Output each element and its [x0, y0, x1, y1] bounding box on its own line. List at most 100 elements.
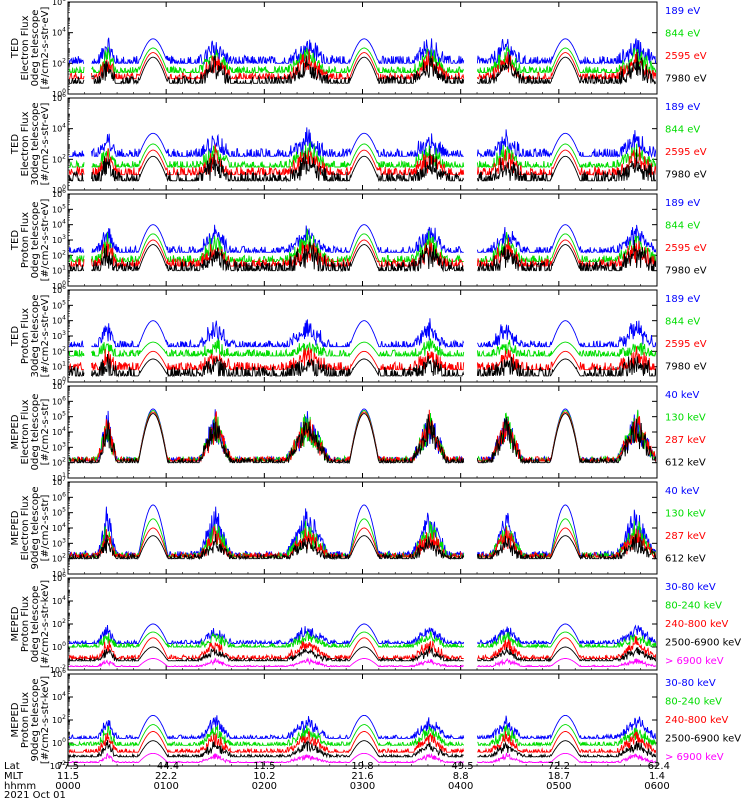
plot-area — [69, 127, 656, 183]
plot-area — [69, 408, 656, 465]
legend-entry: 844 eV — [665, 317, 700, 328]
footer-tick-value: 0400 — [448, 781, 473, 792]
legend-entry: 189 eV — [665, 6, 700, 17]
footer-tick-value: -49.5 — [448, 761, 474, 772]
footer-tick-value: 0500 — [546, 781, 571, 792]
series-line — [69, 237, 656, 268]
footer-row-label: Lat — [4, 761, 20, 772]
y-tick-label: 106 — [52, 491, 66, 502]
y-tick-label: 106 — [52, 284, 66, 295]
legend-entry: 80-240 keV — [665, 601, 722, 612]
y-tick-label: 10-2 — [50, 664, 66, 675]
y-tick-label: 103 — [52, 330, 66, 341]
y-axis-label-line: [#/cm2-s-str-eV] — [40, 103, 51, 186]
footer-tick-value: 0200 — [252, 781, 277, 792]
footer-tick-value: -44.4 — [153, 761, 179, 772]
legend-entry: 612 keV — [665, 458, 706, 469]
y-tick-label: 102 — [52, 153, 66, 164]
y-tick-label: 102 — [52, 618, 66, 629]
series-line — [69, 409, 656, 463]
y-tick-label: 104 — [52, 219, 66, 230]
y-tick-label: 100 — [52, 641, 66, 652]
legend-entry: 2595 eV — [665, 147, 707, 158]
footer-tick-value: 1.4 — [649, 771, 665, 782]
legend-entry: 80-240 keV — [665, 697, 722, 708]
y-tick-label: 100 — [52, 376, 66, 387]
y-axis-label-line: Proton Flux — [20, 308, 31, 364]
plot-area — [69, 224, 656, 273]
y-tick-label: 102 — [52, 553, 66, 564]
y-tick-label: 105 — [52, 411, 66, 422]
y-tick-label: 103 — [52, 234, 66, 245]
legend-entry: 2500-6900 keV — [665, 734, 741, 745]
y-axis-label: TEDProton Flux0deg telescope[#/cm2-s-str… — [10, 199, 51, 282]
y-tick-label: 100 — [52, 737, 66, 748]
y-tick-label: 101 — [52, 568, 66, 579]
series-line — [69, 413, 656, 465]
footer-tick-value: 72.2 — [548, 761, 570, 772]
y-axis-label-line: TED — [10, 134, 21, 155]
y-tick-label: 102 — [52, 345, 66, 356]
series-line — [69, 338, 656, 358]
y-tick-label: 101 — [52, 265, 66, 276]
series-line — [69, 525, 656, 559]
y-tick-label: 106 — [52, 572, 66, 583]
plot-area — [69, 37, 656, 86]
y-axis-label-line: [#/cm2-s-str] — [40, 398, 51, 465]
series-line — [69, 45, 656, 75]
footer-row-label: hhmm — [4, 781, 36, 792]
y-tick-label: 102 — [52, 57, 66, 68]
y-axis-label-line: Proton Flux — [20, 692, 31, 748]
y-axis-label: TEDElectron Flux30deg telescope[#/cm2-s-… — [10, 102, 51, 185]
footer-tick-value: 11.5 — [57, 771, 79, 782]
plot-area — [69, 623, 656, 668]
series-line — [69, 656, 656, 668]
y-axis-label-line: MEPED — [10, 606, 21, 641]
legend-entry: 189 eV — [665, 102, 700, 113]
series-line — [69, 239, 656, 273]
panel-7: 10-2 100 102 104 106 MEPEDProton Flux0deg tel… — [10, 572, 741, 675]
y-tick-label: 104 — [52, 691, 66, 702]
series-line — [69, 724, 656, 748]
y-tick-label: 106 — [52, 188, 66, 199]
y-tick-label: 101 — [52, 361, 66, 372]
series-line — [69, 646, 656, 663]
legend-entry: 2595 eV — [665, 339, 707, 350]
y-axis-label-line: 0deg telescope — [30, 586, 41, 663]
y-axis-label-line: Electron Flux — [20, 399, 31, 464]
y-axis-label-line: TED — [10, 326, 21, 347]
series-line — [69, 49, 656, 81]
y-tick-label: 107 — [52, 380, 66, 391]
panel-frame — [67, 673, 658, 767]
series-line — [69, 730, 656, 754]
y-tick-label: 105 — [52, 299, 66, 310]
y-tick-label: 104 — [52, 123, 66, 134]
legend-entry: 30-80 keV — [665, 582, 716, 593]
y-axis-label-line: 90deg telescope — [30, 486, 41, 569]
y-axis-label-line: Proton Flux — [20, 596, 31, 652]
y-tick-label: 103 — [52, 537, 66, 548]
series-line — [69, 353, 656, 378]
y-axis-label-line: Electron Flux — [20, 111, 31, 176]
footer-tick-value: 11.5 — [253, 761, 275, 772]
panel-frame — [67, 385, 658, 479]
legend-entry: 240-800 keV — [665, 715, 729, 726]
series-line — [69, 752, 656, 764]
legend-entry: 40 keV — [665, 486, 699, 497]
panel-frame — [67, 289, 658, 383]
footer-tick-value: 77.5 — [57, 761, 79, 772]
y-tick-label: 100 — [52, 88, 66, 99]
series-line — [69, 144, 656, 177]
y-tick-label: 104 — [52, 595, 66, 606]
y-tick-label: 10-2 — [50, 760, 66, 771]
legend-entry: 2500-6900 keV — [665, 638, 741, 649]
series-line — [69, 714, 656, 741]
legend-entry: 7980 eV — [665, 74, 707, 85]
footer-tick-value: 0300 — [350, 781, 375, 792]
